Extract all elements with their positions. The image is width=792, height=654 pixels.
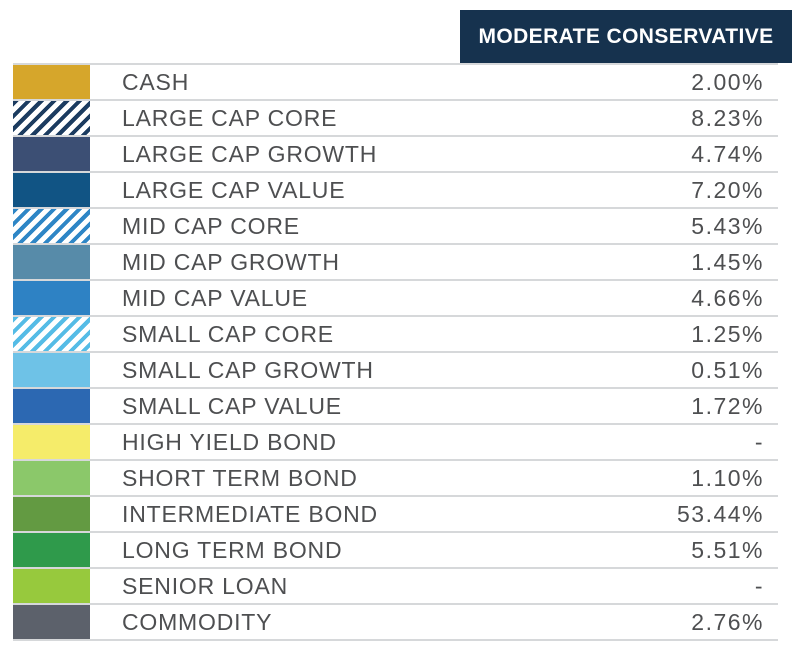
asset-class-label: SMALL CAP GROWTH (122, 356, 374, 383)
allocation-value: 7.20% (691, 176, 764, 203)
table-row: COMMODITY 2.76% (13, 603, 778, 641)
large-cap-growth-swatch (13, 137, 90, 171)
cash-swatch (13, 65, 90, 99)
allocation-rows: CASH 2.00% LARGE CAP CORE 8.23% LARGE CAP GR… (13, 63, 778, 641)
short-term-bond-swatch (13, 461, 90, 495)
allocation-value: 5.51% (691, 536, 764, 563)
table-row: CASH 2.00% (13, 63, 778, 99)
table-row: SMALL CAP GROWTH 0.51% (13, 351, 778, 387)
long-term-bond-swatch (13, 533, 90, 567)
asset-class-label: MID CAP VALUE (122, 284, 308, 311)
asset-class-label: LONG TERM BOND (122, 536, 343, 563)
high-yield-bond-swatch (13, 425, 90, 459)
table-row: LARGE CAP VALUE 7.20% (13, 171, 778, 207)
asset-class-label: INTERMEDIATE BOND (122, 500, 378, 527)
allocation-value: 2.76% (691, 608, 764, 635)
asset-class-label: SMALL CAP VALUE (122, 392, 342, 419)
asset-class-label: MID CAP GROWTH (122, 248, 340, 275)
commodity-swatch (13, 605, 90, 639)
mid-cap-growth-swatch (13, 245, 90, 279)
asset-class-label: SENIOR LOAN (122, 572, 289, 599)
asset-class-label: MID CAP CORE (122, 212, 300, 239)
allocation-value: - (754, 428, 764, 455)
asset-class-label: HIGH YIELD BOND (122, 428, 337, 455)
asset-class-label: CASH (122, 68, 190, 95)
table-row: LARGE CAP CORE 8.23% (13, 99, 778, 135)
table-row: SMALL CAP VALUE 1.72% (13, 387, 778, 423)
table-row: MID CAP CORE 5.43% (13, 207, 778, 243)
allocation-value: 53.44% (676, 500, 764, 527)
allocation-value: 2.00% (691, 68, 764, 95)
allocation-value: 4.66% (691, 284, 764, 311)
mid-cap-value-swatch (13, 281, 90, 315)
allocation-value: 1.45% (691, 248, 764, 275)
allocation-value: 5.43% (691, 212, 764, 239)
table-row: MID CAP GROWTH 1.45% (13, 243, 778, 279)
table-row: LONG TERM BOND 5.51% (13, 531, 778, 567)
small-cap-value-swatch (13, 389, 90, 423)
allocation-value: 1.10% (691, 464, 764, 491)
asset-class-label: LARGE CAP GROWTH (122, 140, 378, 167)
column-header-label: MODERATE CONSERVATIVE (478, 24, 774, 48)
allocation-value: 8.23% (691, 104, 764, 131)
table-row: LARGE CAP GROWTH 4.74% (13, 135, 778, 171)
table-row: SENIOR LOAN - (13, 567, 778, 603)
large-cap-core-swatch (13, 101, 90, 135)
table-row: HIGH YIELD BOND - (13, 423, 778, 459)
allocation-value: 1.72% (691, 392, 764, 419)
table-row: SMALL CAP CORE 1.25% (13, 315, 778, 351)
allocation-value: 1.25% (691, 320, 764, 347)
allocation-value: - (754, 572, 764, 599)
table-row: INTERMEDIATE BOND 53.44% (13, 495, 778, 531)
table-row: SHORT TERM BOND 1.10% (13, 459, 778, 495)
small-cap-growth-swatch (13, 353, 90, 387)
table-row: MID CAP VALUE 4.66% (13, 279, 778, 315)
asset-class-label: LARGE CAP VALUE (122, 176, 346, 203)
large-cap-value-swatch (13, 173, 90, 207)
allocation-value: 0.51% (691, 356, 764, 383)
small-cap-core-swatch (13, 317, 90, 351)
asset-class-label: LARGE CAP CORE (122, 104, 338, 131)
allocation-value: 4.74% (691, 140, 764, 167)
asset-class-label: SHORT TERM BOND (122, 464, 358, 491)
column-header: MODERATE CONSERVATIVE (460, 10, 792, 63)
senior-loan-swatch (13, 569, 90, 603)
intermediate-bond-swatch (13, 497, 90, 531)
asset-class-label: COMMODITY (122, 608, 273, 635)
asset-class-label: SMALL CAP CORE (122, 320, 334, 347)
mid-cap-core-swatch (13, 209, 90, 243)
